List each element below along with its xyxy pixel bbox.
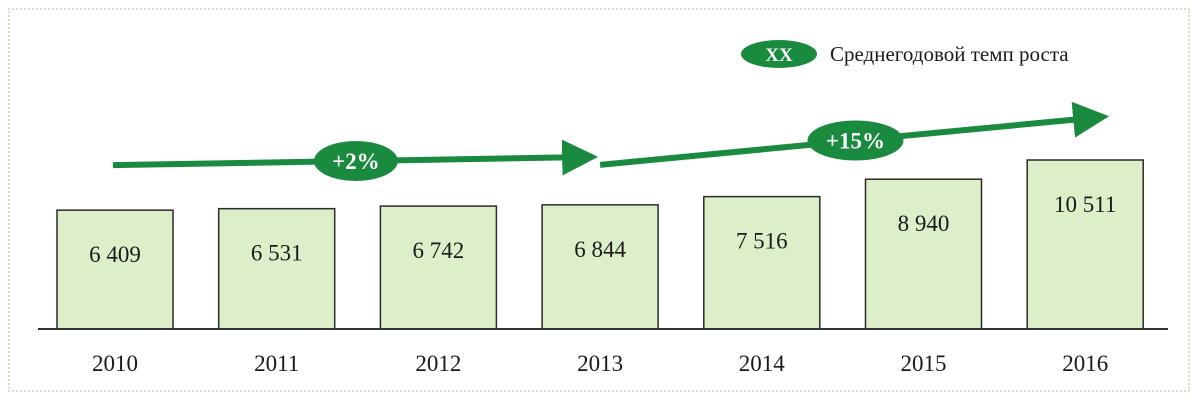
growth-badge-label: +2% [332,149,380,174]
legend-marker-text: XX [765,45,793,66]
bar-value-label: 6 409 [89,242,141,267]
growth-badge [313,140,398,181]
x-tick-label: 2010 [92,351,138,376]
x-tick-label: 2016 [1062,351,1108,376]
legend: XX Среднегодовой темп роста [741,40,1069,68]
bar-2014 [703,195,821,330]
legend-marker [741,40,817,68]
bar-2013 [541,204,659,330]
growth-badge-label: +15% [826,128,885,153]
bar-value-label: 8 940 [898,211,950,236]
bar-value-label: 7 516 [736,229,788,254]
bars-group: 6 409 6 531 6 742 6 844 7 516 8 940 10 511 [56,159,1144,330]
bar-value-label: 6 844 [574,237,626,262]
bar-2010 [56,209,174,330]
growth-badge [807,120,904,161]
bar-2011 [217,207,336,330]
chart-frame [8,8,1190,392]
x-tick-labels: 2010 2011 2012 2013 2014 2015 2016 [92,351,1108,376]
bar-value-label: 6 742 [413,238,465,263]
x-tick-label: 2013 [577,351,623,376]
bar-2015 [864,178,983,330]
x-tick-label: 2015 [901,351,947,376]
bar-2012 [379,205,498,330]
bar-value-label: 6 531 [251,241,303,266]
x-tick-label: 2012 [415,351,461,376]
bar-value-label: 10 511 [1054,192,1116,217]
x-tick-label: 2011 [254,351,299,376]
legend-label: Среднегодовой темп роста [830,42,1069,66]
bar-2016 [1026,159,1144,330]
growth-annotations: +2% +15% [112,101,1110,181]
x-tick-label: 2014 [739,351,786,376]
